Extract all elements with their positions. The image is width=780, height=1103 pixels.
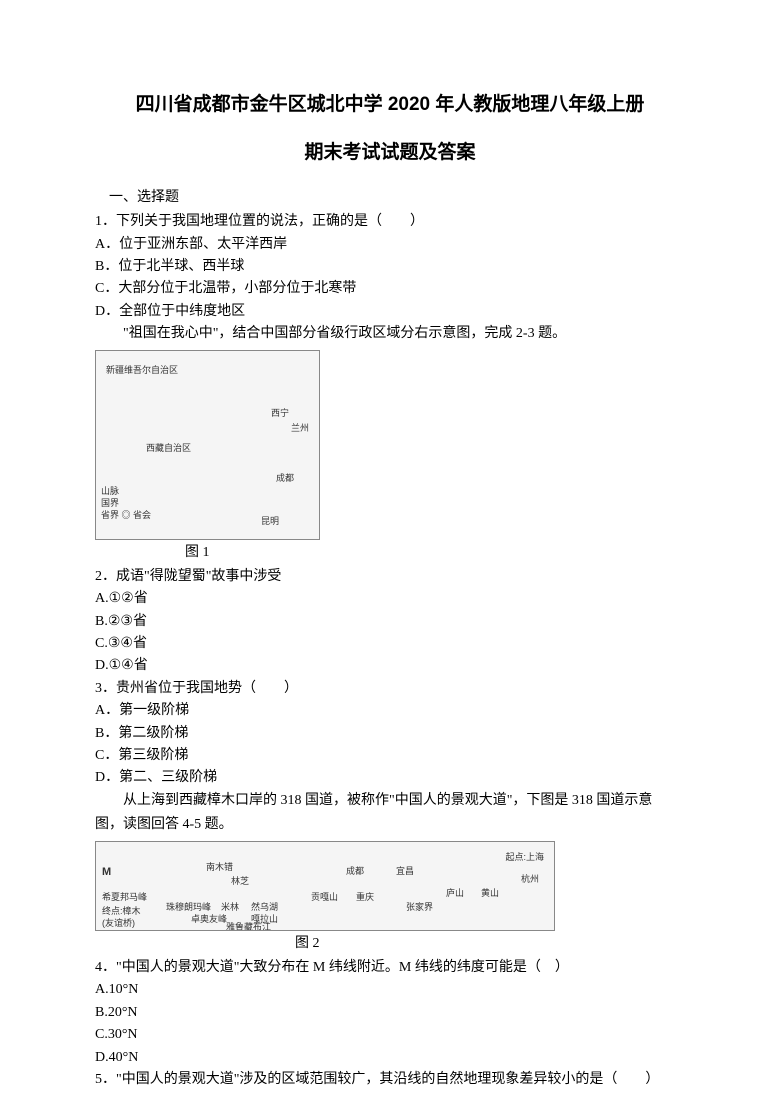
fig1-label-lanzhou: 兰州 [291,421,309,435]
fig1-label-chengdu: 成都 [276,471,294,485]
q2-option-d: D.①④省 [95,655,685,677]
q4-option-d: D.40°N [95,1047,685,1069]
fig2-label-lushan: 庐山 [446,886,464,900]
q4-text: 4．"中国人的景观大道"大致分布在 M 纬线附近。M 纬线的纬度可能是（ ） [95,957,685,979]
fig2-label-huangshan: 黄山 [481,886,499,900]
figure-2-map: M 希夏邦马峰 终点:樟木 (友谊桥) 南木错 林芝 珠穆朗玛峰 卓奥友峰 米林… [95,841,555,931]
q4-5-instruction-line1: 从上海到西藏樟木口岸的 318 国道，被称作"中国人的景观大道"，下图是 318… [95,790,685,812]
fig2-label-youyi: (友谊桥) [102,916,135,930]
fig2-label-xishabangma: 希夏邦马峰 [102,890,147,904]
fig2-label-zhangjiajie: 张家界 [406,900,433,914]
q5-text: 5．"中国人的景观大道"涉及的区域范围较广，其沿线的自然地理现象差异较小的是（ … [95,1069,685,1091]
fig1-label-kunming: 昆明 [261,514,279,528]
fig2-label-chongqing: 重庆 [356,890,374,904]
q1-option-c: C．大部分位于北温带，小部分位于北寒带 [95,278,685,300]
q4-5-instruction-line2: 图，读图回答 4-5 题。 [95,814,685,836]
fig2-label-yalu: 雅鲁藏布江 [226,920,271,931]
q2-option-b: B.②③省 [95,611,685,633]
fig2-label-yichang: 宜昌 [396,864,414,878]
title-sub: 期末考试试题及答案 [95,138,685,168]
q4-option-c: C.30°N [95,1024,685,1046]
title-main: 四川省成都市金牛区城北中学 2020 年人教版地理八年级上册 [95,90,685,120]
q3-option-d: D．第二、三级阶梯 [95,767,685,789]
fig2-label-gongga: 贡嘎山 [311,890,338,904]
fig2-label-linzhi: 林芝 [231,874,249,888]
fig1-label-xinjiang: 新疆维吾尔自治区 [106,363,178,377]
q3-text: 3．贵州省位于我国地势（ ） [95,678,685,700]
fig2-label-chengdu: 成都 [346,864,364,878]
q2-option-a: A.①②省 [95,588,685,610]
q1-option-b: B．位于北半球、西半球 [95,256,685,278]
fig2-label-shanghai: 起点:上海 [505,850,544,864]
q4-option-a: A.10°N [95,979,685,1001]
fig2-label-hangzhou: 杭州 [521,872,539,886]
figure-1-caption: 图 1 [95,542,685,564]
q3-option-c: C．第三级阶梯 [95,745,685,767]
fig2-label-m: M [102,864,111,882]
fig1-label-xizang: 西藏自治区 [146,441,191,455]
fig1-label-xining: 西宁 [271,406,289,420]
q3-option-a: A．第一级阶梯 [95,700,685,722]
q1-option-a: A．位于亚洲东部、太平洋西岸 [95,234,685,256]
q2-3-instruction: "祖国在我心中"，结合中国部分省级行政区域分右示意图，完成 2-3 题。 [95,323,685,345]
fig2-label-namucuo: 南木错 [206,860,233,874]
figure-1-map: 新疆维吾尔自治区 西藏自治区 西宁 兰州 成都 昆明 山脉 国界 省界 ◎ 省会 [95,350,320,540]
q3-option-b: B．第二级阶梯 [95,723,685,745]
q1-option-d: D．全部位于中纬度地区 [95,301,685,323]
figure-2-caption: 图 2 [95,933,685,955]
fig2-label-milin: 米林 [221,900,239,914]
fig1-legend-3: 省界 ◎ 省会 [101,508,151,522]
q1-text: 1．下列关于我国地理位置的说法，正确的是（ ） [95,211,685,233]
q4-option-b: B.20°N [95,1002,685,1024]
q2-option-c: C.③④省 [95,633,685,655]
section-heading-1: 一、选择题 [95,187,685,209]
q2-text: 2．成语"得陇望蜀"故事中涉受 [95,566,685,588]
